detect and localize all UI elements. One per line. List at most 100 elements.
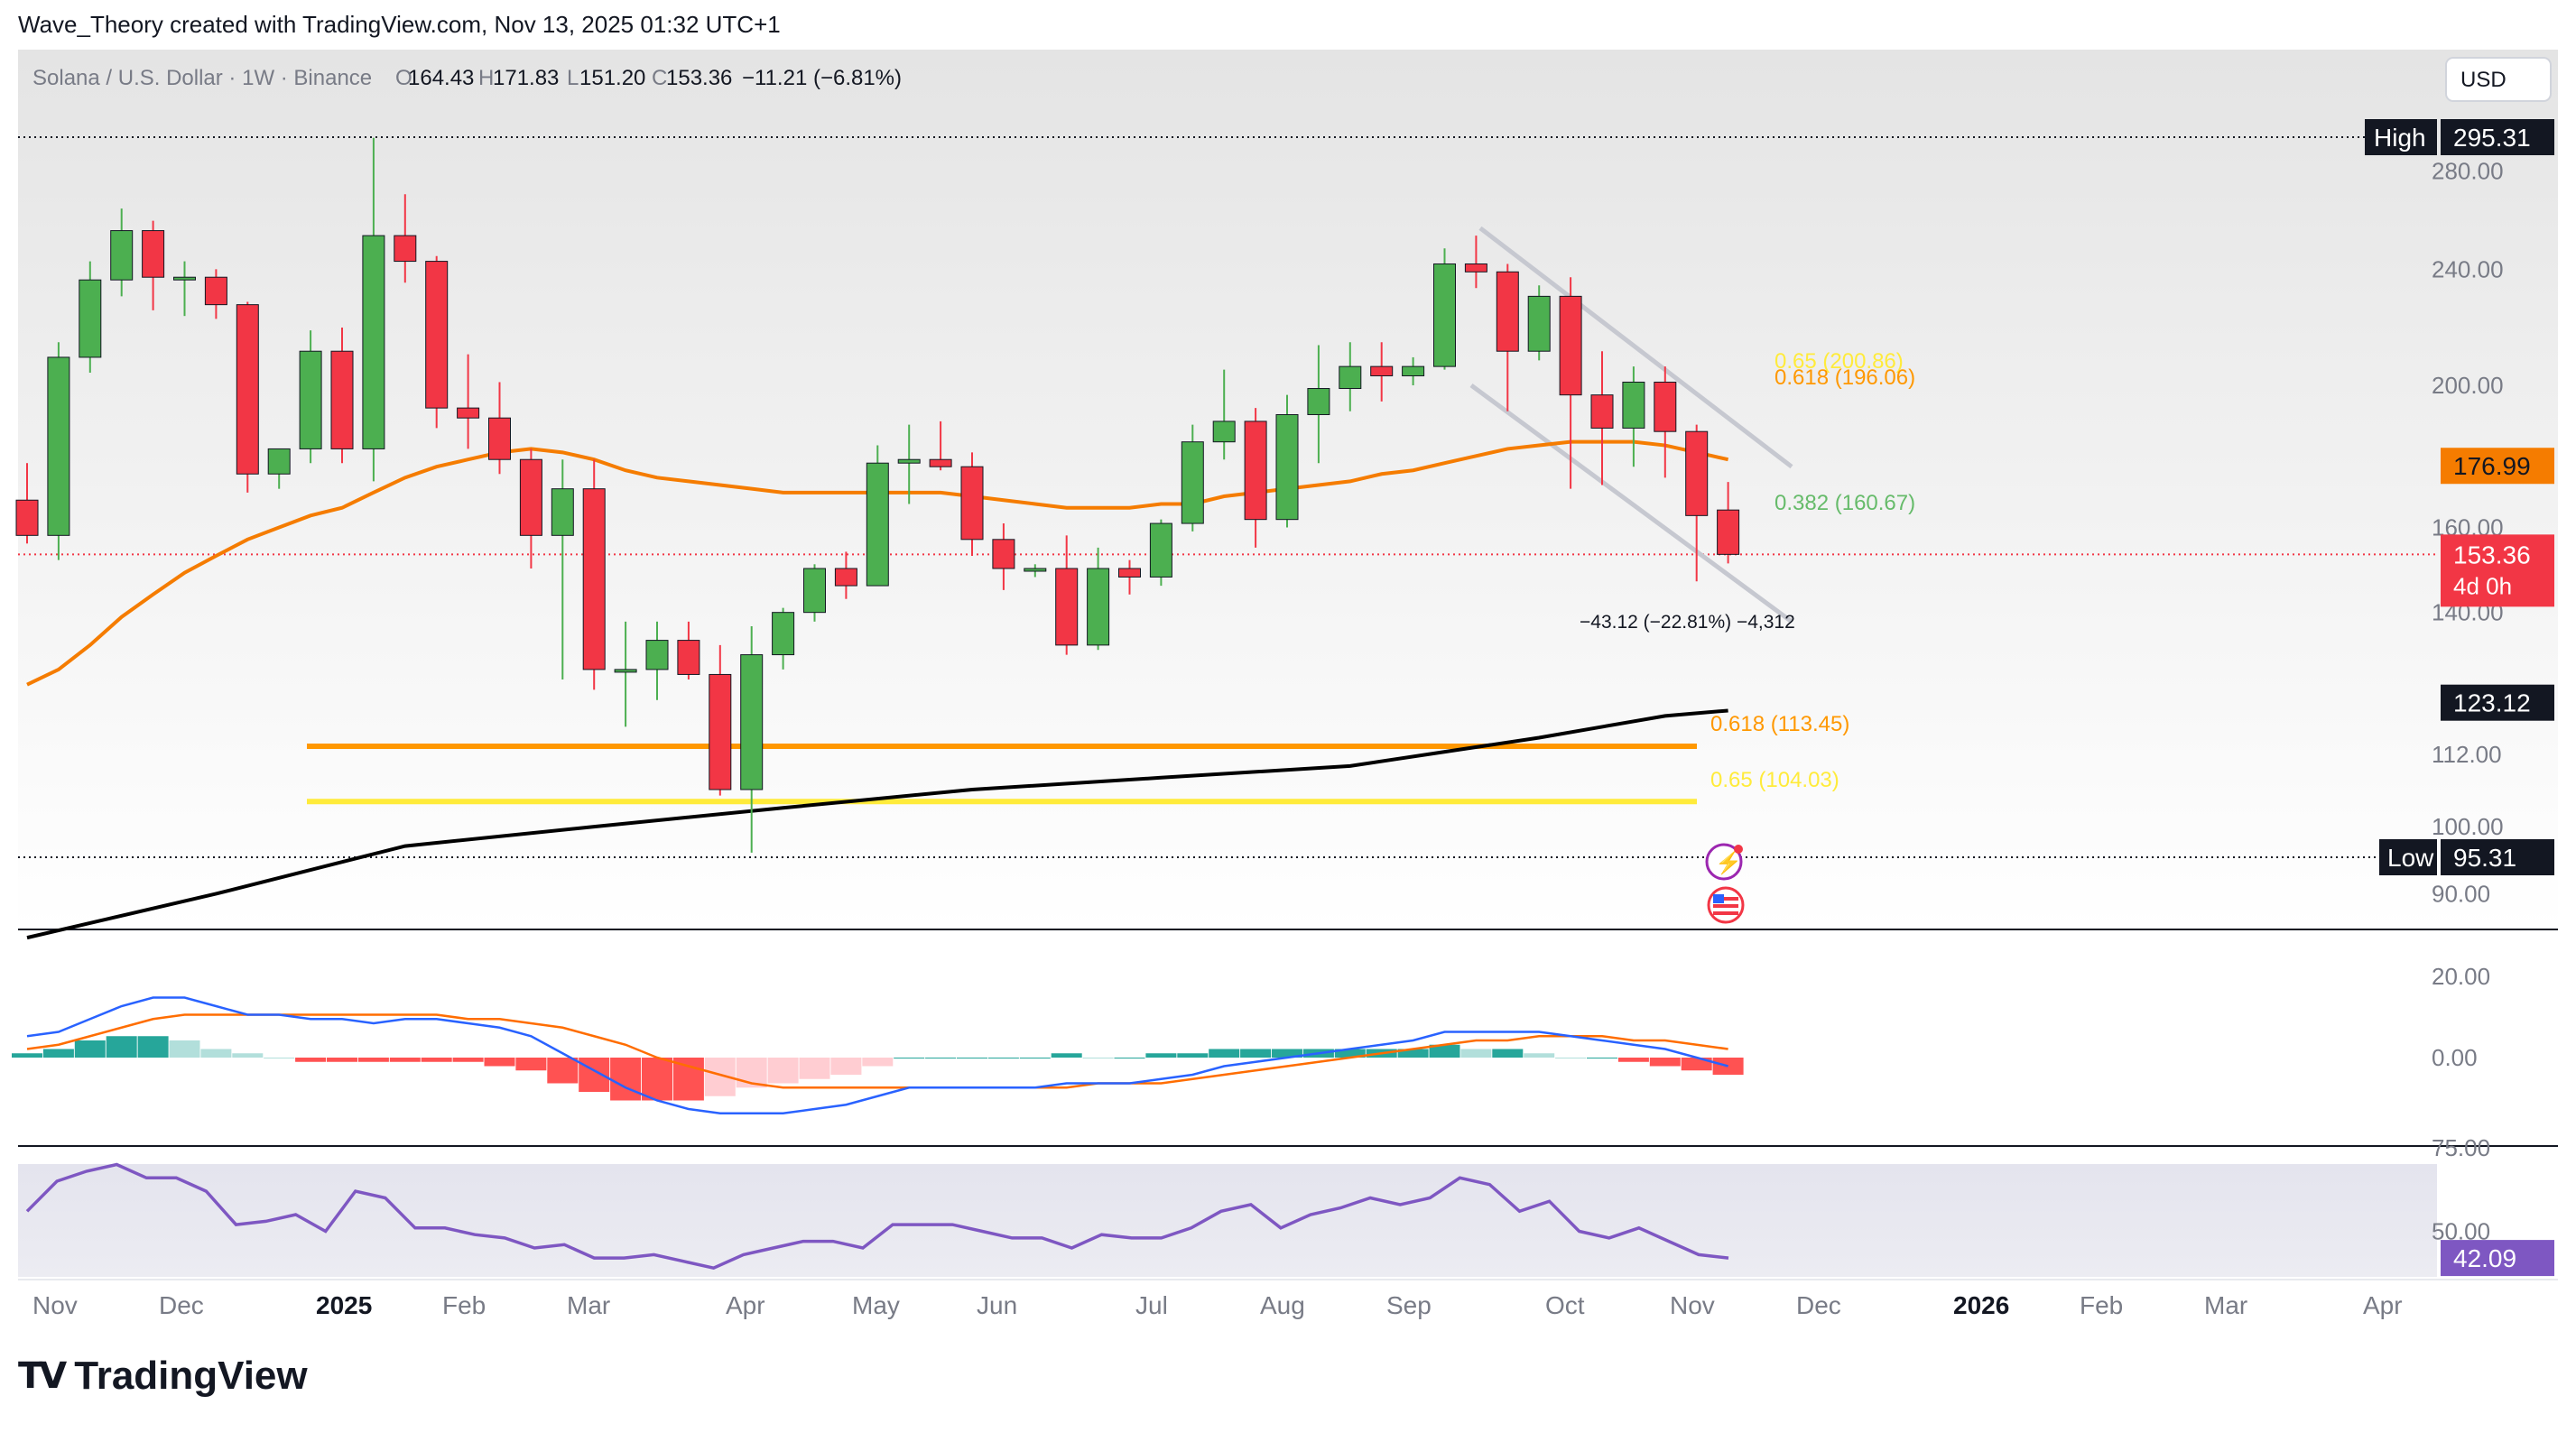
us-flag-icon[interactable] <box>1707 886 1745 924</box>
macd-histogram-bar <box>799 1058 830 1079</box>
macd-histogram-bar <box>137 1036 169 1058</box>
macd-histogram-bar <box>1145 1053 1177 1058</box>
candle-body <box>1654 381 1677 432</box>
rsi-band <box>18 1164 2437 1277</box>
macd-line <box>26 996 1728 1114</box>
candle-body <box>79 279 102 358</box>
time-axis-tick: 2025 <box>316 1291 372 1319</box>
candle-body <box>1307 388 1330 415</box>
time-axis-tick: 2026 <box>1953 1291 2009 1319</box>
candle-body <box>772 612 795 656</box>
candle-body <box>1496 271 1519 352</box>
candle-body <box>1464 263 1487 273</box>
candle-body <box>236 304 259 475</box>
candle-body <box>142 230 165 278</box>
tradingview-logo-icon: TV <box>18 1355 67 1397</box>
candle-body <box>582 488 606 670</box>
measure-label: −43.12 (−22.81%) −4,312 <box>1580 612 1795 633</box>
macd-histogram-bar <box>767 1058 799 1084</box>
candle-body <box>960 466 984 541</box>
candle-body <box>1339 365 1362 390</box>
macd-histogram-bar <box>547 1058 579 1084</box>
macd-histogram-bar <box>1429 1044 1460 1058</box>
macd-histogram-bar <box>1397 1049 1429 1058</box>
candle-body <box>803 568 826 614</box>
price-axis-tick: 112.00 <box>2432 741 2502 768</box>
macd-histogram-bar <box>579 1058 610 1092</box>
time-axis-tick: Dec <box>1796 1291 1841 1319</box>
svg-text:⚡: ⚡ <box>1715 850 1742 875</box>
tradingview-logo[interactable]: TV TradingView <box>18 1354 308 1399</box>
macd-histogram-bar <box>12 1053 42 1058</box>
macd-histogram-bar <box>1272 1049 1302 1058</box>
countdown-tag: 4d 0h <box>2453 572 2512 599</box>
candle-body <box>834 568 857 587</box>
rsi-axis-tick: 75.00 <box>2432 1134 2490 1161</box>
time-axis-tick: Aug <box>1260 1291 1305 1319</box>
currency-button[interactable]: USD <box>2445 57 2552 102</box>
time-axis-tick: Jul <box>1135 1291 1168 1319</box>
rsi-value-tag-bg <box>2441 1240 2554 1277</box>
price-axis-tick: 90.00 <box>2432 880 2490 907</box>
macd-histogram-bar <box>200 1049 232 1058</box>
high-value-tag: 295.31 <box>2453 124 2531 152</box>
macd-histogram-bar <box>484 1058 515 1067</box>
candle-body <box>1559 295 1582 396</box>
candle-body <box>897 458 921 464</box>
macd-histogram-bar <box>295 1058 327 1062</box>
legend-open-value: 164.43 <box>408 66 474 90</box>
macd-histogram-bar <box>515 1058 547 1071</box>
high-tag-bg <box>2365 119 2437 155</box>
fib-lower-618-label: 0.618 (113.45) <box>1710 712 1849 736</box>
low-tag-label: Low <box>2387 844 2434 872</box>
legend-low-value: 151.20 <box>579 66 645 90</box>
time-axis-tick: Jun <box>977 1291 1017 1319</box>
rsi-line <box>25 1162 1729 1271</box>
macd-histogram-bar <box>1460 1049 1492 1058</box>
macd-histogram-bar <box>642 1058 672 1101</box>
sma-200-tag-bg <box>2441 684 2554 721</box>
candle-body <box>173 276 196 281</box>
macd-histogram-bar <box>389 1058 421 1062</box>
time-axis-tick: Sep <box>1386 1291 1432 1319</box>
candle-body <box>1527 295 1551 352</box>
candle-body <box>1370 365 1394 376</box>
currency-label: USD <box>2460 68 2507 92</box>
candle-body <box>394 235 417 263</box>
macd-histogram-bar <box>1492 1049 1524 1058</box>
candle-body <box>110 230 134 281</box>
macd-signal-line <box>26 1013 1728 1089</box>
current-price-tag-bg <box>2441 534 2554 607</box>
time-axis-tick: Dec <box>159 1291 204 1319</box>
candle-body <box>1590 394 1614 429</box>
fib-upper-382-label: 0.382 (160.67) <box>1774 491 1915 515</box>
chart-svg[interactable]: 0.65 (200.86)0.618 (196.06) 0.382 (160.67… <box>0 0 2576 1372</box>
time-axis-tick: Oct <box>1545 1291 1585 1319</box>
candle-body <box>866 462 889 587</box>
macd-histogram-bar <box>1240 1049 1272 1058</box>
candle-body <box>551 488 574 536</box>
channel-upper-line <box>1478 226 1793 469</box>
candle-body <box>614 669 637 673</box>
ideas-icon[interactable]: ⚡ <box>1705 843 1743 881</box>
low-value-tag-bg <box>2441 839 2554 875</box>
time-axis-tick: Feb <box>442 1291 486 1319</box>
legend-close-value: 153.36 <box>666 66 732 90</box>
candle-body <box>740 654 764 790</box>
candle-body <box>1055 568 1079 646</box>
tradingview-brand: TradingView <box>74 1354 308 1398</box>
fib-lower-65-label: 0.65 (104.03) <box>1710 768 1839 792</box>
time-axis-tick: Apr <box>726 1291 765 1319</box>
high-tag-label: High <box>2374 124 2426 152</box>
candle-body <box>267 448 291 475</box>
macd-histogram-bar <box>1209 1049 1240 1058</box>
legend-symbol: Solana / U.S. Dollar · 1W · Binance <box>32 66 372 90</box>
macd-histogram-bar <box>74 1040 106 1058</box>
macd-histogram-bar <box>1334 1049 1366 1058</box>
candle-body <box>457 407 480 419</box>
candle-body <box>709 673 732 790</box>
candle-body <box>1118 568 1141 578</box>
macd-histogram-bar <box>830 1058 862 1075</box>
legend-change: −11.21 (−6.81%) <box>742 66 902 90</box>
candle-body <box>1622 381 1645 429</box>
